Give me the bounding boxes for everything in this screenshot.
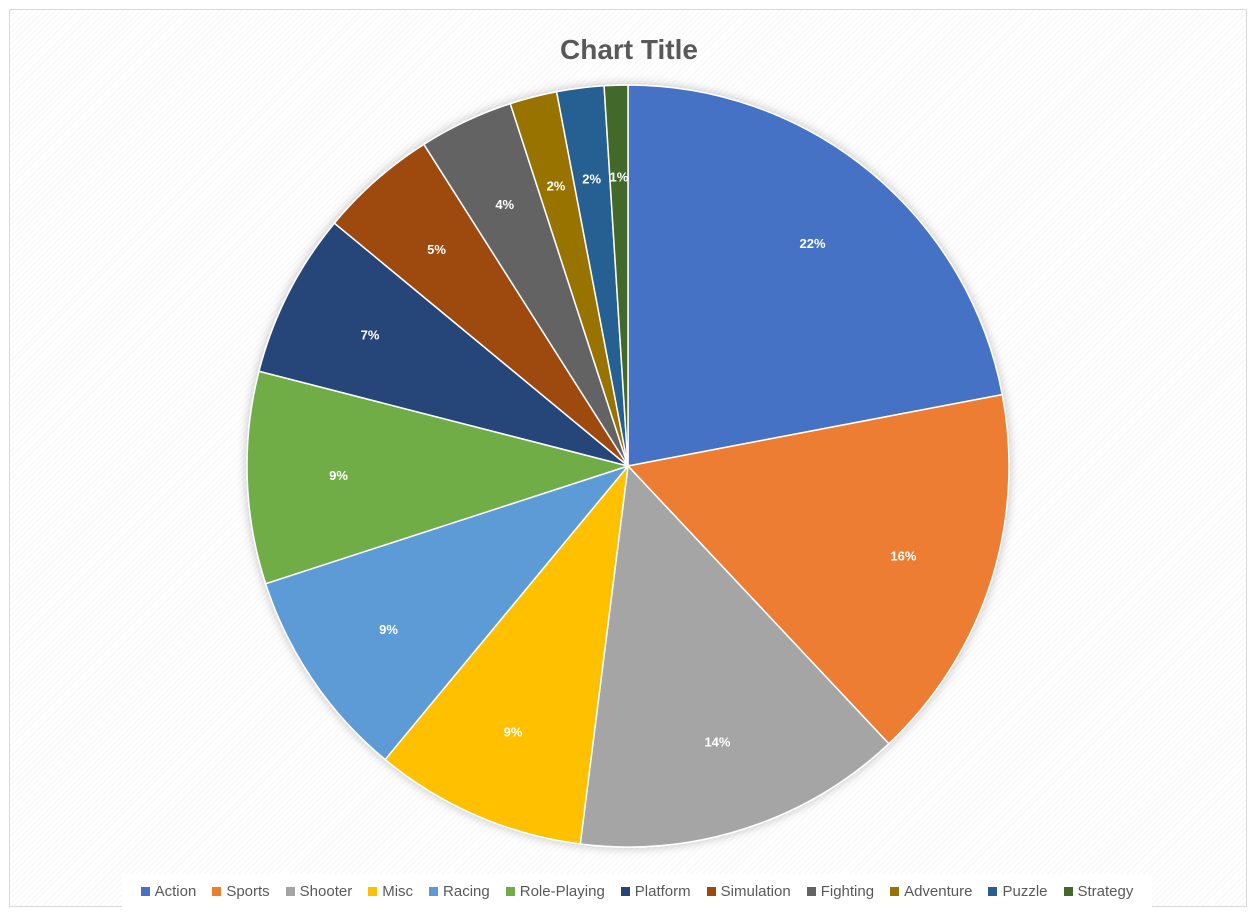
legend-swatch <box>505 886 515 896</box>
legend-label: Puzzle <box>1002 882 1048 900</box>
legend-swatch <box>706 886 716 896</box>
pie-slice-racing <box>264 464 631 761</box>
legend-label: Strategy <box>1077 882 1134 900</box>
legend-item-puzzle: Puzzle <box>988 882 1048 900</box>
legend-item-action: Action <box>140 882 197 900</box>
legend: Action Sports Shooter Misc Racing Role-Playin… <box>122 874 1152 908</box>
pie-chart: 22% 16% 14% 9% 9% 9% 7% 5% 4% 2% 2% 1% <box>246 84 1010 848</box>
legend-label: Adventure <box>904 882 973 900</box>
legend-swatch <box>368 886 378 896</box>
legend-swatch <box>806 886 816 896</box>
chart-title: Chart Title <box>560 34 698 65</box>
pie-data-labels: 22% 16% 14% 9% 9% 9% 7% 5% 4% 2% 2% 1% <box>329 170 917 750</box>
legend-item-adventure: Adventure <box>890 883 972 900</box>
legend-label: Action <box>154 882 197 900</box>
legend-label: Fighting <box>820 882 875 900</box>
data-label-simulation: 5% <box>427 242 446 257</box>
pie-slice-platform <box>258 222 629 467</box>
legend-swatch <box>890 886 900 896</box>
legend-item-sports: Sports <box>212 882 270 900</box>
data-label-fighting: 4% <box>495 197 514 212</box>
legend-label: Shooter <box>299 882 353 900</box>
legend-label: Sports <box>226 882 270 900</box>
legend-item-platform: Platform <box>620 882 691 900</box>
legend-swatch <box>1063 886 1073 896</box>
pie-slices <box>246 84 1010 848</box>
pie-slice-sports <box>626 393 1010 745</box>
data-label-sports: 16% <box>890 548 916 563</box>
legend-item-racing: Racing <box>429 883 490 900</box>
pie-slice-action <box>627 84 1004 467</box>
legend-swatch <box>988 886 998 896</box>
data-label-puzzle: 2% <box>582 172 601 187</box>
chart-area: Chart Title 22% 16% 14% 9% 9% 9% 7% 5% 4% 2% 2% 1% … <box>9 9 1247 908</box>
legend-label: Simulation <box>720 882 791 900</box>
legend-label: Platform <box>634 882 691 900</box>
legend-item-role-playing: Role-Playing <box>505 882 605 900</box>
legend-label: Racing <box>443 882 490 900</box>
legend-swatch <box>429 886 439 896</box>
data-label-action: 22% <box>800 236 826 251</box>
legend-swatch <box>140 886 150 896</box>
data-label-shooter: 14% <box>704 734 730 749</box>
pie-slice-misc <box>384 463 630 845</box>
legend-swatch <box>285 886 295 896</box>
legend-swatch <box>620 886 630 896</box>
data-label-adventure: 2% <box>547 179 566 194</box>
data-label-role-playing: 9% <box>329 468 348 483</box>
pie-slice-shooter <box>579 464 890 848</box>
legend-item-strategy: Strategy <box>1063 882 1134 900</box>
data-label-racing: 9% <box>379 622 398 637</box>
legend-item-fighting: Fighting <box>806 882 875 900</box>
legend-swatch <box>212 886 222 896</box>
data-label-misc: 9% <box>504 725 523 740</box>
pie-slice-strategy <box>603 84 629 467</box>
legend-label: Role-Playing <box>519 882 605 900</box>
legend-item-simulation: Simulation <box>706 882 791 900</box>
data-label-strategy: 1% <box>610 170 629 185</box>
legend-item-shooter: Shooter <box>285 882 353 900</box>
legend-item-misc: Misc <box>368 883 413 900</box>
legend-label: Misc <box>382 882 414 900</box>
data-label-platform: 7% <box>361 328 380 343</box>
pie-slice-role-playing <box>246 370 631 585</box>
